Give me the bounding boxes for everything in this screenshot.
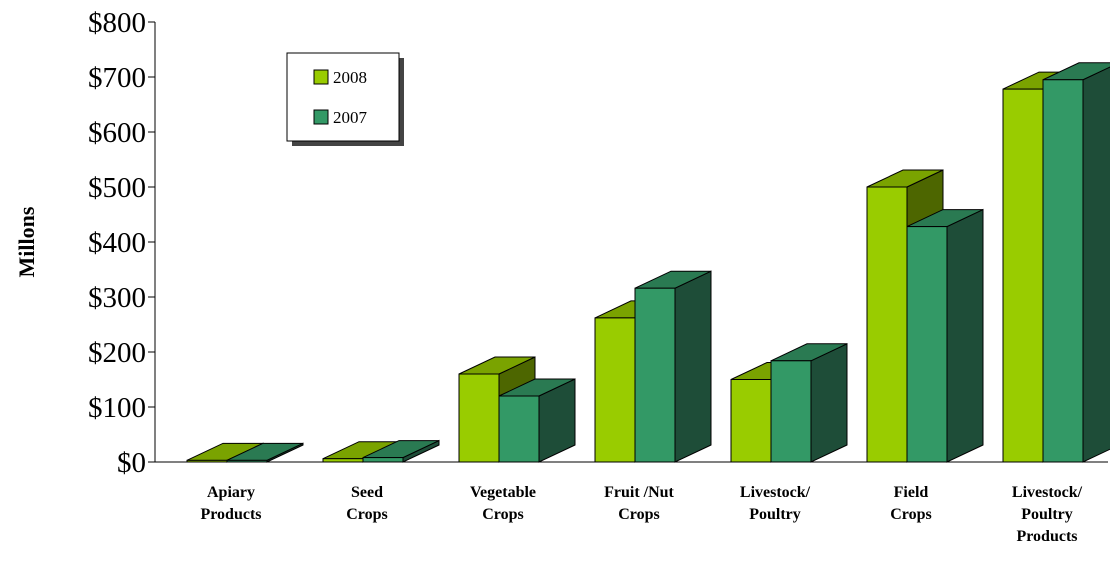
axes: $0 $100 $200 $300 $400 $500 $600 $700 $800	[88, 7, 1108, 479]
bar-front	[770, 360, 812, 463]
bar-side	[1082, 66, 1110, 463]
y-tick-label: $500	[88, 172, 146, 204]
category-label: Field Crops	[890, 484, 932, 523]
category-label: Livestock/Poultry Products	[1012, 484, 1083, 545]
legend-swatch-2007	[313, 109, 329, 125]
y-tick-label: $300	[88, 282, 146, 314]
bar-2007-5	[906, 208, 984, 463]
bar-2007-4	[770, 343, 848, 463]
bar-2007-0	[226, 442, 304, 463]
bar-front	[634, 287, 676, 463]
bar-front	[498, 395, 540, 463]
bar-2007-3	[634, 270, 712, 463]
bar-front	[1002, 88, 1044, 463]
bar-front	[1042, 79, 1084, 463]
category-label: Vegetable Crops	[470, 484, 536, 523]
bar-front	[730, 379, 772, 463]
y-tick-label: $200	[88, 337, 146, 369]
bar-front	[322, 458, 364, 463]
bar-front	[906, 226, 948, 463]
y-tick-label: $100	[88, 392, 146, 424]
bar-2007-2	[498, 378, 576, 463]
legend-swatch-2008	[313, 69, 329, 85]
bar-side	[946, 208, 984, 463]
y-tick-label: $800	[88, 7, 146, 39]
y-axis-label: Millons	[14, 206, 39, 277]
legend: 2008 2007	[286, 52, 404, 146]
y-tick-label: $600	[88, 117, 146, 149]
legend-label-2007: 2007	[333, 108, 368, 127]
category-label: Seed Crops	[346, 484, 388, 523]
bar-front	[458, 373, 500, 463]
bar-front	[866, 186, 908, 463]
bar-front	[362, 457, 404, 463]
legend-box	[286, 52, 400, 142]
bar-2007-6	[1042, 62, 1110, 463]
category-label: Livestock/Poultry	[740, 484, 811, 523]
bar-front	[186, 459, 228, 463]
category-label: Apiary Products	[200, 484, 261, 523]
bar-front	[594, 317, 636, 463]
legend-label-2008: 2008	[333, 68, 367, 87]
bar-front	[226, 459, 268, 463]
bar-2007-1	[362, 439, 440, 463]
bar-side	[810, 343, 848, 463]
category-labels: Apiary Products Seed Crops Vegetable Crops Fru…	[200, 484, 1082, 545]
y-tick-label: $400	[88, 227, 146, 259]
category-label: Fruit /Nut Crops	[604, 484, 674, 523]
bars	[186, 62, 1110, 463]
y-tick-label: $700	[88, 62, 146, 94]
y-tick-label: $0	[117, 447, 146, 479]
bar-side	[674, 270, 712, 463]
